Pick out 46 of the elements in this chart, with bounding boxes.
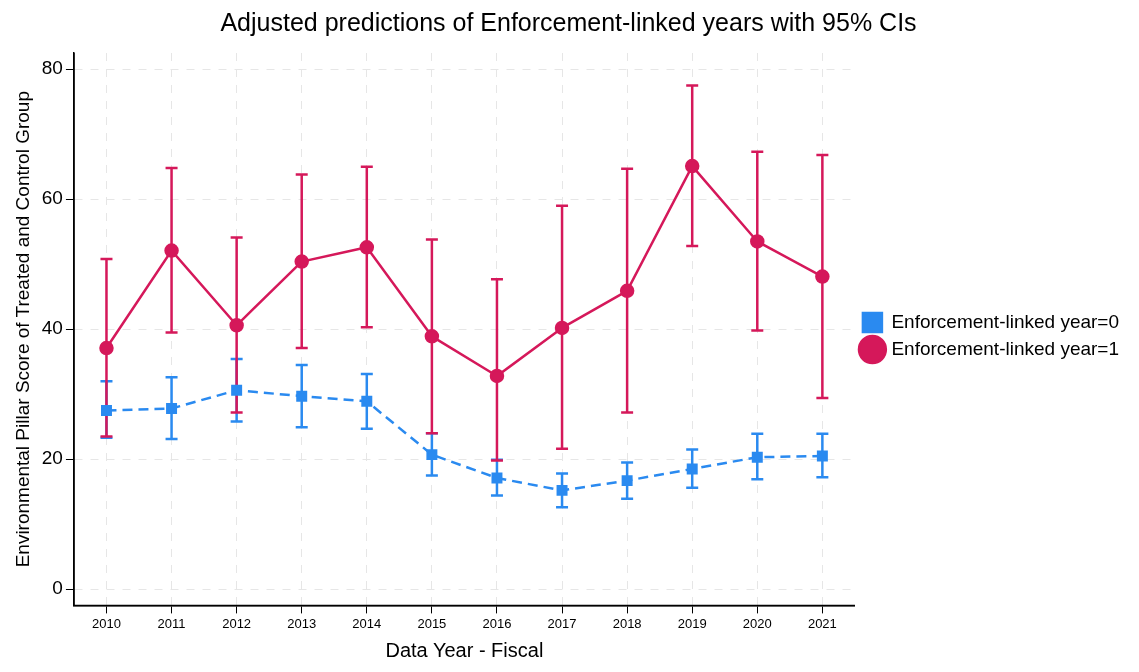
x-tick-label: 2017 bbox=[547, 615, 577, 631]
point bbox=[424, 329, 440, 344]
point bbox=[426, 449, 438, 461]
y-tick-label: 60 bbox=[41, 187, 63, 209]
point bbox=[751, 451, 763, 463]
point bbox=[684, 158, 700, 174]
point bbox=[166, 402, 178, 414]
point bbox=[621, 475, 633, 487]
point bbox=[361, 395, 373, 407]
y-tick-label: 80 bbox=[41, 57, 63, 79]
point bbox=[294, 254, 309, 269]
point bbox=[491, 472, 503, 484]
point bbox=[164, 243, 179, 258]
point bbox=[750, 234, 765, 249]
chart-title: Adjusted predictions of Enforcement-linked years with 95% CIs bbox=[220, 7, 917, 36]
x-tick-label: 2016 bbox=[482, 615, 512, 631]
point bbox=[556, 484, 568, 496]
x-tick-label: 2013 bbox=[287, 615, 317, 631]
x-tick-label: 2020 bbox=[742, 615, 772, 631]
x-tick-label: 2018 bbox=[612, 615, 642, 631]
y-axis-title: Environmental Pillar Score of Treated and Control Group bbox=[11, 91, 33, 568]
x-tick-label: 2019 bbox=[677, 615, 707, 631]
point bbox=[99, 340, 114, 356]
y-tick-label: 40 bbox=[41, 317, 63, 339]
point bbox=[296, 390, 308, 402]
point bbox=[816, 450, 828, 462]
x-tick-label: 2014 bbox=[352, 615, 382, 631]
legend-label: Enforcement-linked year=1 bbox=[891, 337, 1119, 359]
x-tick-label: 2021 bbox=[807, 615, 837, 631]
y-tick-label: 20 bbox=[41, 447, 63, 469]
x-tick-label: 2012 bbox=[222, 615, 252, 631]
point bbox=[100, 404, 112, 416]
point bbox=[231, 384, 243, 396]
x-tick-label: 2010 bbox=[92, 615, 121, 631]
point bbox=[815, 269, 830, 284]
point bbox=[229, 318, 244, 333]
point bbox=[359, 240, 375, 255]
x-axis-title: Data Year - Fiscal bbox=[385, 638, 544, 661]
point bbox=[554, 320, 570, 336]
point bbox=[686, 463, 698, 475]
y-tick-label: 0 bbox=[52, 577, 63, 599]
point bbox=[619, 283, 635, 299]
x-tick-label: 2011 bbox=[157, 615, 186, 631]
x-tick-label: 2015 bbox=[417, 615, 447, 631]
point bbox=[489, 368, 505, 384]
legend-label: Enforcement-linked year=0 bbox=[891, 310, 1119, 332]
